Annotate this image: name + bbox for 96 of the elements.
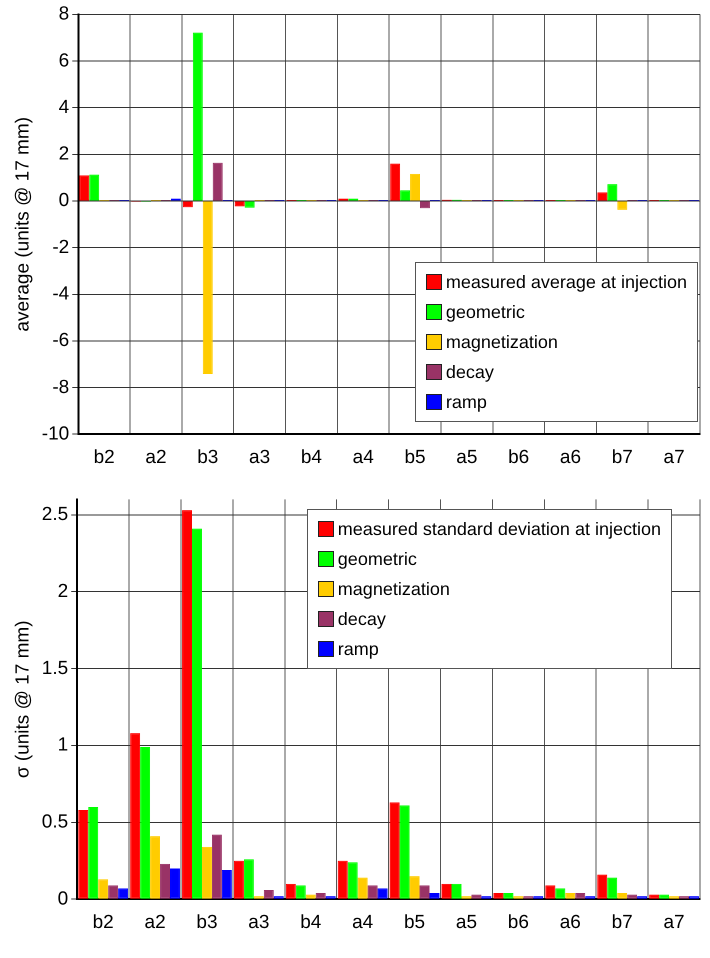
x-tick-label: a3 bbox=[249, 446, 270, 468]
x-tick-label: b6 bbox=[508, 912, 529, 933]
y-tick-label: 1 bbox=[58, 734, 68, 756]
y-tick-label: 0.5 bbox=[42, 812, 68, 833]
legend-label: ramp bbox=[338, 638, 379, 662]
y-tick-label: 6 bbox=[58, 50, 70, 72]
bar bbox=[316, 893, 326, 899]
bar bbox=[182, 510, 192, 899]
bar bbox=[597, 874, 608, 899]
bar bbox=[192, 528, 202, 899]
legend-label: geometric bbox=[338, 548, 417, 572]
bar bbox=[150, 836, 160, 899]
bar bbox=[79, 175, 90, 200]
bar bbox=[493, 893, 504, 899]
legend-label: geometric bbox=[446, 301, 525, 324]
x-tick-label: b7 bbox=[612, 446, 633, 468]
y-tick-label: 0 bbox=[58, 190, 70, 212]
bar bbox=[306, 894, 316, 899]
y-tick-label: 1.5 bbox=[42, 658, 68, 679]
y-axis-title: average (units @ 17 mm) bbox=[12, 116, 34, 332]
x-tick-label: a6 bbox=[560, 446, 582, 468]
y-tick-label: 8 bbox=[58, 4, 70, 25]
legend-label: decay bbox=[338, 608, 386, 632]
bar bbox=[471, 894, 482, 899]
bar bbox=[410, 174, 420, 200]
bar bbox=[244, 859, 254, 899]
legend-label: decay bbox=[446, 361, 494, 384]
bar bbox=[430, 893, 440, 899]
bar bbox=[98, 879, 108, 899]
x-tick-label: b3 bbox=[197, 446, 218, 468]
bar bbox=[202, 201, 213, 374]
legend-label: ramp bbox=[446, 391, 487, 414]
x-tick-label: b2 bbox=[92, 912, 114, 933]
x-tick-label: a4 bbox=[352, 446, 374, 468]
x-tick-label: b4 bbox=[300, 446, 322, 468]
legend-label: magnetization bbox=[446, 331, 558, 354]
bar bbox=[607, 878, 618, 899]
bar bbox=[627, 894, 638, 899]
y-tick-label: 4 bbox=[58, 96, 70, 118]
x-tick-label: b5 bbox=[404, 912, 426, 933]
x-tick-label: a5 bbox=[456, 446, 478, 468]
bar bbox=[617, 893, 628, 899]
bar bbox=[338, 860, 348, 899]
bar bbox=[170, 868, 180, 899]
bar bbox=[503, 893, 514, 899]
y-tick-label: -4 bbox=[52, 284, 70, 304]
x-tick-label: a4 bbox=[352, 912, 374, 933]
bar bbox=[89, 174, 100, 200]
y-tick-label: 2.5 bbox=[42, 504, 68, 526]
bar bbox=[565, 893, 576, 899]
x-tick-label: b3 bbox=[196, 912, 218, 933]
bar bbox=[358, 878, 368, 899]
y-tick-label: -8 bbox=[52, 376, 70, 398]
bar bbox=[222, 870, 232, 899]
bar bbox=[192, 32, 203, 200]
y-axis-title: σ (units @ 17 mm) bbox=[12, 620, 34, 778]
x-tick-label: a2 bbox=[144, 912, 166, 933]
bar bbox=[234, 201, 245, 206]
x-tick-label: a6 bbox=[560, 912, 581, 933]
bar bbox=[649, 894, 660, 899]
bar bbox=[160, 864, 170, 899]
bar bbox=[202, 846, 212, 899]
bar bbox=[348, 862, 358, 899]
legend-label: magnetization bbox=[338, 578, 450, 602]
y-tick-label: 2 bbox=[58, 580, 68, 602]
y-tick-label: -10 bbox=[42, 423, 70, 444]
bar bbox=[400, 805, 410, 899]
bar bbox=[659, 894, 670, 899]
x-tick-label: a2 bbox=[145, 446, 167, 468]
x-tick-label: b4 bbox=[300, 912, 322, 933]
bar bbox=[78, 810, 88, 899]
x-tick-label: b2 bbox=[94, 446, 115, 468]
x-tick-label: b5 bbox=[404, 446, 426, 468]
x-tick-label: b6 bbox=[508, 446, 530, 468]
x-tick-label: a7 bbox=[663, 912, 685, 933]
y-tick-label: 0 bbox=[58, 888, 68, 910]
bar bbox=[212, 834, 222, 899]
bar bbox=[212, 162, 223, 200]
bar bbox=[182, 201, 193, 208]
bar bbox=[88, 806, 98, 899]
y-tick-label: 2 bbox=[58, 144, 70, 165]
bar bbox=[390, 164, 400, 200]
legend-label: measured average at injection bbox=[446, 271, 687, 294]
bar bbox=[410, 876, 420, 899]
bar bbox=[234, 860, 244, 899]
bar bbox=[130, 733, 140, 899]
bar bbox=[140, 746, 150, 899]
x-tick-label: a5 bbox=[456, 912, 478, 933]
y-tick-label: -2 bbox=[52, 236, 70, 258]
x-tick-label: a7 bbox=[664, 446, 685, 468]
bar bbox=[390, 802, 400, 899]
legend-label: measured standard deviation at injection bbox=[338, 518, 661, 542]
bar bbox=[575, 893, 586, 899]
y-tick-label: -6 bbox=[52, 330, 70, 352]
x-tick-label: a3 bbox=[248, 912, 270, 933]
x-tick-label: b7 bbox=[612, 912, 633, 933]
